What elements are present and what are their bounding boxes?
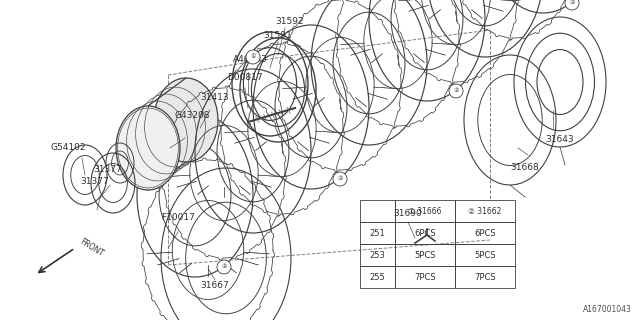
Text: ②: ② bbox=[337, 177, 343, 181]
Bar bbox=[455, 266, 515, 288]
Text: 31690: 31690 bbox=[394, 209, 422, 218]
Text: 31592: 31592 bbox=[276, 18, 304, 27]
Text: ② 31662: ② 31662 bbox=[468, 206, 502, 215]
Circle shape bbox=[246, 50, 260, 64]
Text: 31377: 31377 bbox=[81, 178, 109, 187]
Text: 7PCS: 7PCS bbox=[474, 273, 496, 282]
Text: 31667: 31667 bbox=[200, 282, 229, 291]
Text: ①: ① bbox=[250, 54, 256, 60]
Text: 31413: 31413 bbox=[201, 92, 229, 101]
Text: 31668: 31668 bbox=[511, 164, 540, 172]
Text: 31377: 31377 bbox=[93, 165, 122, 174]
Text: ① 31666: ① 31666 bbox=[408, 206, 442, 215]
Text: 5PCS: 5PCS bbox=[414, 251, 436, 260]
Circle shape bbox=[565, 0, 579, 10]
Text: D00817: D00817 bbox=[227, 74, 263, 83]
Text: ②: ② bbox=[569, 1, 575, 5]
Bar bbox=[360, 222, 395, 244]
Text: 31643: 31643 bbox=[546, 135, 574, 145]
Text: 6PCS: 6PCS bbox=[414, 228, 436, 237]
Bar bbox=[395, 266, 455, 288]
Text: A40803: A40803 bbox=[232, 55, 268, 65]
Bar bbox=[360, 244, 395, 266]
Text: 6PCS: 6PCS bbox=[474, 228, 496, 237]
Text: 31591: 31591 bbox=[264, 30, 292, 39]
Bar bbox=[455, 244, 515, 266]
Bar bbox=[455, 222, 515, 244]
Text: 5PCS: 5PCS bbox=[474, 251, 496, 260]
Bar bbox=[395, 222, 455, 244]
Circle shape bbox=[449, 84, 463, 98]
Text: 251: 251 bbox=[370, 228, 385, 237]
Text: ②: ② bbox=[221, 265, 227, 269]
Text: 253: 253 bbox=[369, 251, 385, 260]
Bar bbox=[395, 200, 455, 222]
Circle shape bbox=[217, 260, 231, 274]
Text: ②: ② bbox=[453, 89, 459, 93]
Text: 7PCS: 7PCS bbox=[414, 273, 436, 282]
Text: A167001043: A167001043 bbox=[583, 305, 632, 314]
Ellipse shape bbox=[116, 106, 180, 190]
Ellipse shape bbox=[154, 78, 218, 162]
Bar bbox=[395, 244, 455, 266]
Text: F10017: F10017 bbox=[161, 213, 195, 222]
Bar bbox=[360, 200, 395, 222]
Text: G43208: G43208 bbox=[174, 110, 210, 119]
Bar bbox=[455, 200, 515, 222]
Bar bbox=[360, 266, 395, 288]
Text: 255: 255 bbox=[370, 273, 385, 282]
Text: G54102: G54102 bbox=[51, 143, 86, 153]
Text: FRONT: FRONT bbox=[78, 237, 105, 259]
Circle shape bbox=[333, 172, 347, 186]
